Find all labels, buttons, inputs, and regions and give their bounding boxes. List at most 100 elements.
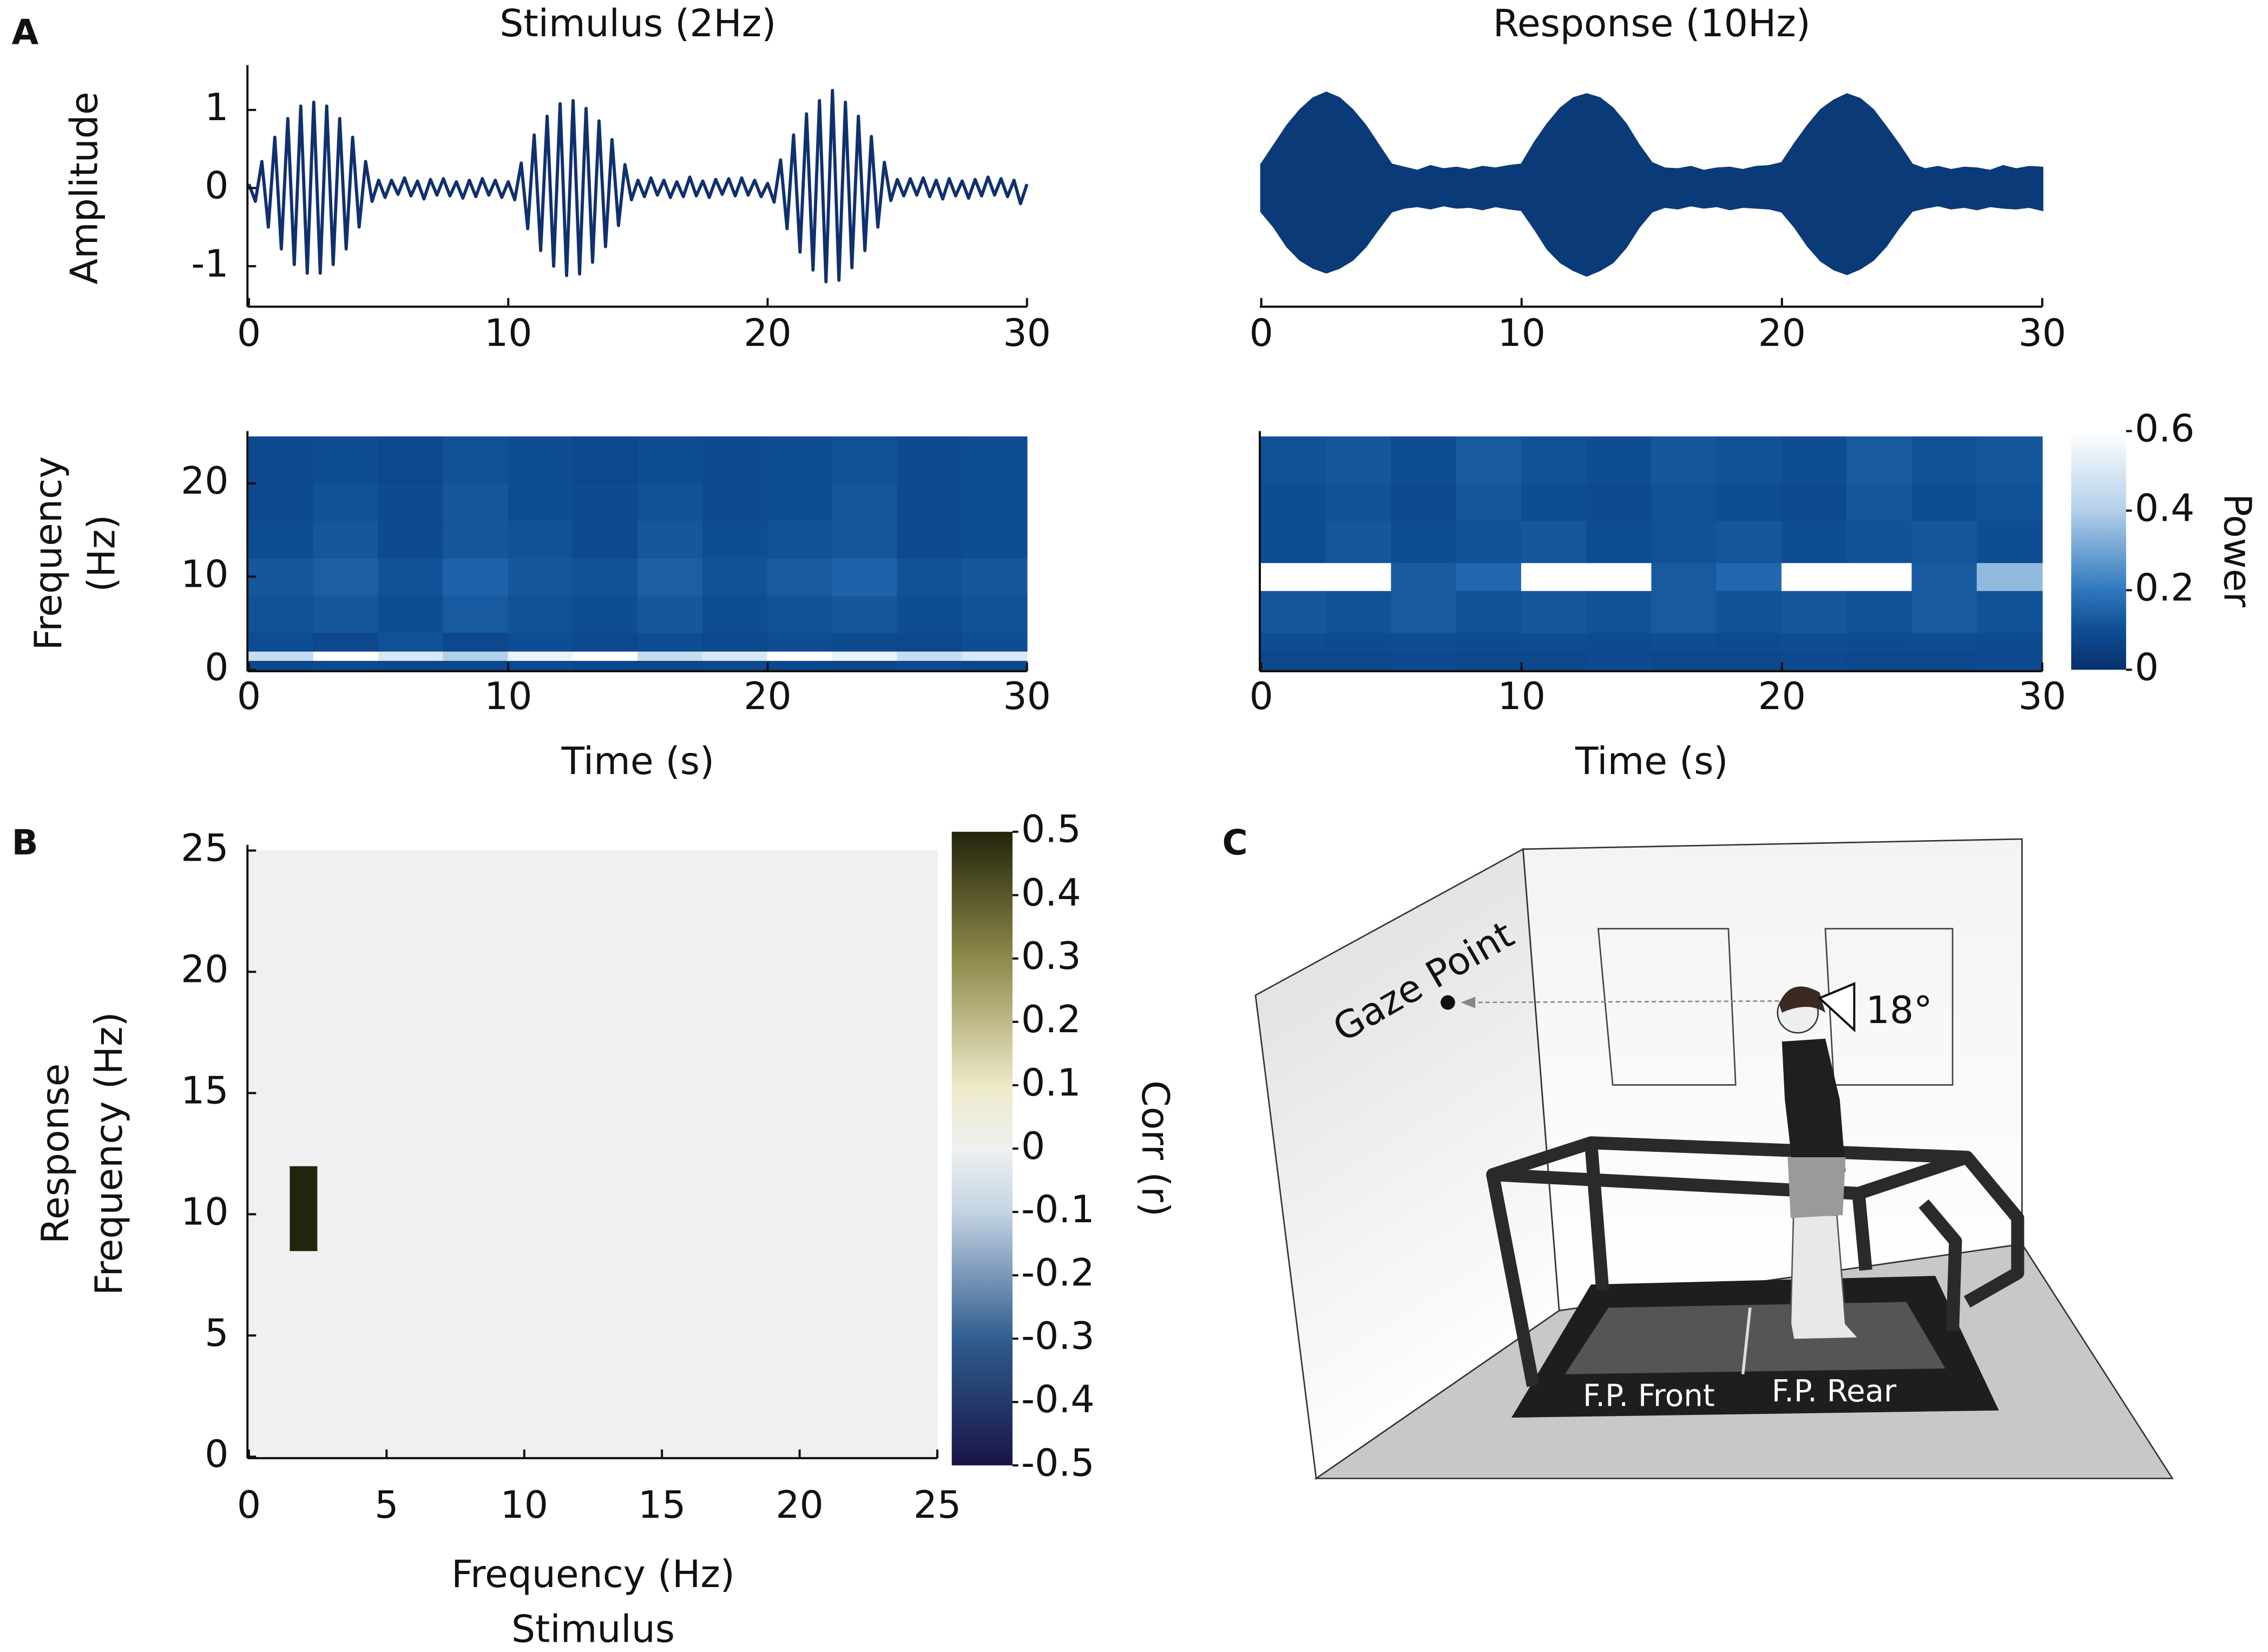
heatmap-cell [573,632,639,652]
heatmap-cell [1391,562,1457,591]
heatmap-cell [962,436,1028,484]
heatmap-cell [1781,651,1848,671]
heatmap-cell [508,632,574,652]
panel-label: C [1222,822,1248,863]
heatmap-cell [378,558,444,596]
heatmap-cell [962,660,1028,671]
heatmap-cell [313,632,379,652]
envelope-area [1260,91,2043,189]
heatmap-cell [832,632,898,652]
heatmap-cell [1846,632,1913,652]
heatmap-cell [1846,436,1913,484]
heatmap-cell [1456,590,1522,633]
heatmap-cell [1781,483,1848,521]
heatmap-cell [1716,483,1783,521]
colorbar-tick-label: -0.5 [1021,1441,1095,1485]
heatmap-cell [1391,436,1457,484]
heatmap-cell [767,651,833,661]
y-axis-label: Frequency (Hz) [88,1012,131,1295]
heatmap-cell [1716,562,1783,591]
heatmap-cell [573,558,639,596]
heatmap-cell [1586,632,1653,652]
colorbar-tick-label: 0 [2135,646,2159,689]
heatmap-cell [1326,632,1392,652]
heatmap-cell [508,483,574,521]
heatmap-cell [317,850,938,1166]
heatmap-cell [443,483,509,521]
heatmap-cell [1911,436,1978,484]
heatmap-cell [767,660,833,671]
envelope-area [1260,187,2043,277]
heatmap-cell [317,1250,938,1458]
x-axis-label: Frequency (Hz) [451,1553,735,1596]
heatmap-cell [248,1250,291,1458]
gaze-arrow [1461,997,1476,1008]
heatmap-cell [1651,590,1718,633]
heatmap-cell [378,594,444,633]
x-tick-label: 30 [2019,675,2066,718]
x-tick-label: 25 [913,1484,961,1527]
heatmap-cell [637,558,704,596]
heatmap-cell [962,651,1028,661]
y-tick-label: -1 [191,242,228,286]
heatmap-cell [1260,436,1327,484]
heatmap-cell [378,483,444,521]
heatmap-cell [1391,520,1457,563]
heatmap-cell [1456,483,1522,521]
heatmap-cell [702,520,768,559]
gaze-line [1463,1000,1779,1004]
x-tick-label: 0 [237,1484,261,1527]
heatmap-cell [897,436,963,484]
heatmap-cell [832,436,898,484]
heatmap-cell [1521,436,1587,484]
y-tick-label: 1 [205,86,228,129]
x-tick-label: 20 [744,675,791,718]
heatmap-cell [637,594,704,633]
heatmap-cell [1911,562,1978,591]
heatmap-cell [317,1165,938,1251]
heatmap-cell [1651,651,1718,671]
heatmap-cell [1521,483,1587,521]
heatmap-cell [1456,520,1522,563]
heatmap-cell [897,558,963,596]
heatmap-cell [1976,483,2043,521]
chart-title: Stimulus (2Hz) [499,2,776,45]
heatmap-cell [702,594,768,633]
heatmap-cell [508,520,574,559]
heatmap-cell [897,520,963,559]
heatmap-cell [1781,590,1848,633]
heatmap-cell [573,651,639,661]
heatmap-cell [1521,590,1587,633]
heatmap-cell [1716,520,1783,563]
y-tick-label: 25 [181,827,228,870]
heatmap-cell [1586,436,1653,484]
heatmap-cell [962,483,1028,521]
heatmap-cell [832,483,898,521]
heatmap-cell [1521,562,1587,591]
window [1597,928,1737,1086]
heatmap-cell [832,558,898,596]
y-tick-label: 0 [205,1433,228,1476]
heatmap-cell [1260,632,1327,652]
heatmap-cell [1651,632,1718,652]
heatmap-cell [290,1165,318,1251]
heatmap-cell [248,594,314,633]
heatmap-cell [1586,520,1653,563]
heatmap-cell [248,660,314,671]
person [1777,982,1861,1341]
heatmap-cell [313,483,379,521]
heatmap-cell [702,651,768,661]
heatmap-cell [443,520,509,559]
heatmap-cell [702,436,768,484]
heatmap-cell [313,520,379,559]
colorbar [2071,431,2126,670]
heatmap-cell [832,594,898,633]
y-tick-label: 15 [181,1069,228,1112]
heatmap-cell [1976,651,2043,671]
heatmap-cell [1716,651,1783,671]
x-tick-label: 20 [775,1484,823,1527]
colorbar-tick-label: 0 [1021,1125,1045,1168]
heatmap-cell [1716,590,1783,633]
heatmap-cell [1521,651,1587,671]
heatmap-cell [767,594,833,633]
